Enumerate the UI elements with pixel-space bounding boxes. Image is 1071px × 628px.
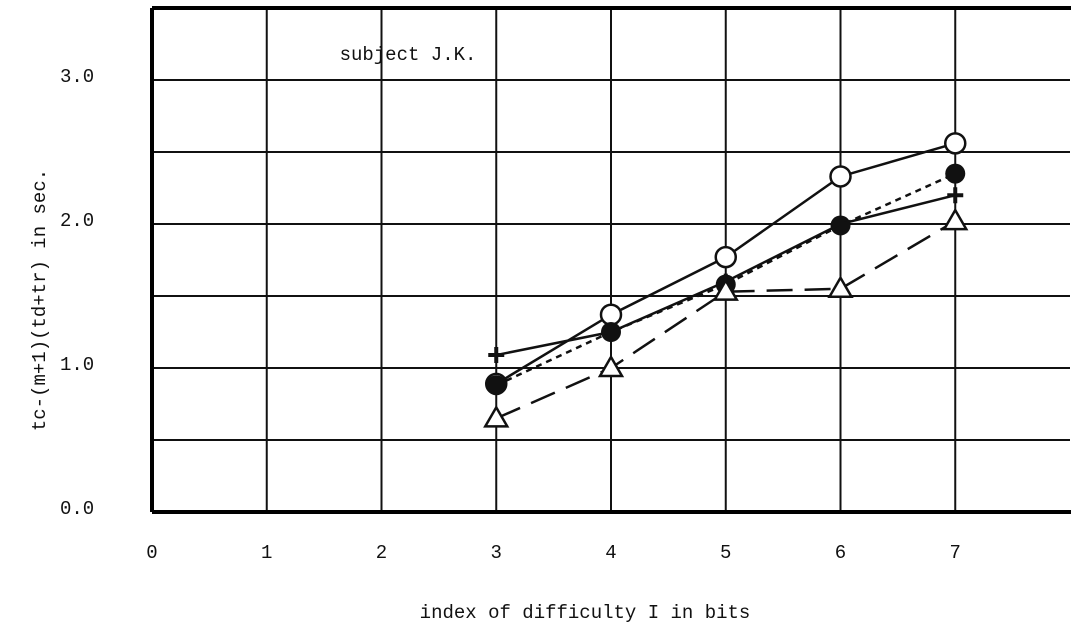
marker (712, 278, 739, 301)
marker (827, 275, 854, 299)
y-tick-label: 3.0 (60, 66, 94, 88)
y-tick-label: 0.0 (60, 498, 94, 520)
marker (486, 375, 507, 396)
x-axis-label: index of difficulty I in bits (420, 602, 751, 624)
marker (483, 404, 510, 428)
marker (944, 132, 967, 155)
x-tick-label: 5 (720, 542, 731, 564)
y-tick-label: 1.0 (60, 354, 94, 376)
series-line (495, 220, 956, 420)
x-tick-label: 7 (950, 542, 961, 564)
marker (942, 207, 969, 231)
marker (945, 163, 966, 184)
marker (599, 303, 623, 326)
marker (947, 187, 964, 204)
marker (832, 216, 849, 232)
marker (603, 324, 619, 340)
x-tick-label: 0 (146, 542, 157, 564)
x-tick-label: 2 (376, 542, 387, 564)
marker (829, 165, 852, 188)
x-tick-label: 6 (835, 542, 846, 564)
annotation: subject J.K. (340, 44, 477, 66)
y-axis-label: tc-(m+1)(td+tr) in sec. (29, 169, 51, 431)
y-tick-label: 2.0 (60, 210, 94, 232)
x-tick-label: 4 (605, 542, 616, 564)
marker (714, 245, 737, 269)
marker (597, 354, 625, 378)
x-tick-label: 3 (491, 542, 502, 564)
x-tick-label: 1 (261, 542, 272, 564)
marker (488, 347, 505, 364)
series-line (495, 172, 956, 387)
